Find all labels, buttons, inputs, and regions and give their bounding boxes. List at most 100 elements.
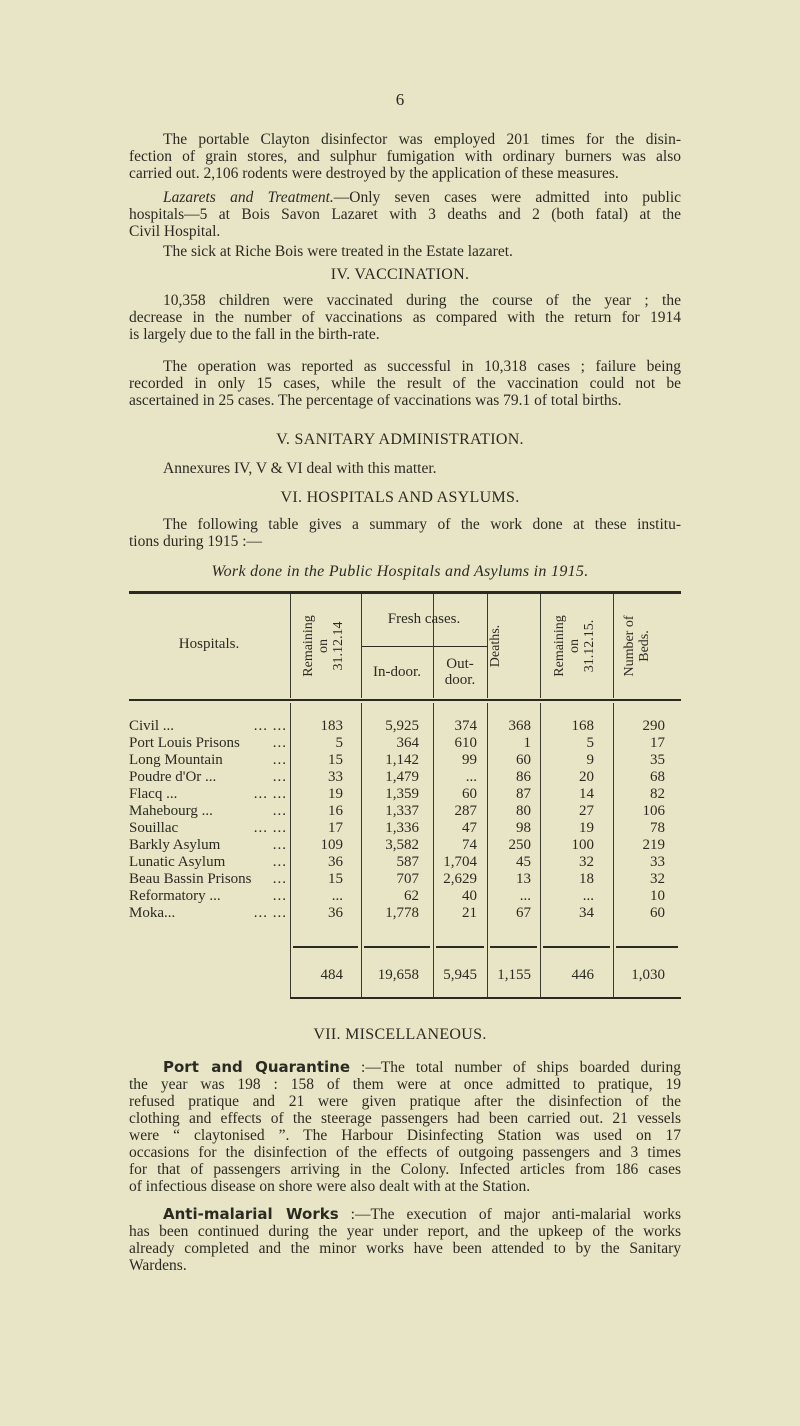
text-line: already completed and the minor works ha… bbox=[129, 1240, 681, 1257]
hospital-name-cell: Souillac ... ... bbox=[129, 820, 287, 837]
header-line: Remaining bbox=[552, 615, 567, 677]
cell-remaining-end: 18 bbox=[579, 871, 594, 887]
hospital-name-cell: Reformatory ...... bbox=[129, 888, 287, 905]
cell-outdoor: 40 bbox=[462, 888, 477, 904]
cell-indoor: 62 bbox=[404, 888, 419, 904]
paragraph-vaccination: 10,358 children were vaccinated during t… bbox=[129, 292, 681, 343]
text-line: fection of grain stores, and sulphur fum… bbox=[129, 148, 681, 165]
cell-deaths: ... bbox=[519, 888, 531, 904]
line-text: hospitals—5 at Bois Savon Lazaret with 3… bbox=[129, 206, 681, 223]
cell-indoor: 1,336 bbox=[385, 820, 419, 836]
run-in-heading: Anti-malarial Works bbox=[163, 1205, 339, 1223]
cell-beds: 35 bbox=[650, 752, 665, 768]
cell-beds: 290 bbox=[642, 718, 666, 734]
line-text: recorded in only 15 cases, while the res… bbox=[129, 375, 681, 392]
text-line: is largely due to the fall in the birth-… bbox=[129, 326, 681, 343]
line-text: fection of grain stores, and sulphur fum… bbox=[129, 148, 681, 165]
cell-beds: 32 bbox=[650, 871, 665, 887]
line-text: —Only seven cases were admitted into pub… bbox=[333, 189, 681, 206]
line-text: 10,358 children were vaccinated during t… bbox=[163, 292, 681, 309]
text-line: The portable Clayton disinfector was emp… bbox=[129, 131, 681, 148]
cell-remaining-start: 19 bbox=[328, 786, 343, 802]
cell-deaths: 86 bbox=[516, 769, 531, 785]
run-in-heading: Lazarets and Treatment. bbox=[163, 189, 334, 206]
text-line: decrease in the number of vaccinations a… bbox=[129, 309, 681, 326]
column-divider bbox=[361, 703, 362, 998]
hospital-name-cell: Port Louis Prisons... bbox=[129, 735, 287, 752]
dot-leader: ... bbox=[272, 837, 287, 853]
cell-remaining-start: 36 bbox=[328, 854, 343, 870]
cell-beds: 17 bbox=[650, 735, 665, 751]
column-divider bbox=[487, 594, 488, 698]
text-line: ascertained in 25 cases. The percentage … bbox=[129, 392, 681, 409]
line-text: The sick at Riche Bois were treated in t… bbox=[163, 243, 513, 260]
header-indoor: In-door. bbox=[373, 664, 421, 680]
cell-remaining-end: 168 bbox=[571, 718, 595, 734]
line-text: Wardens. bbox=[129, 1257, 187, 1274]
header-line: Deaths. bbox=[488, 624, 503, 668]
cell-remaining-start: 15 bbox=[328, 752, 343, 768]
text-line: hospitals—5 at Bois Savon Lazaret with 3… bbox=[129, 206, 681, 223]
fresh-cases-rule bbox=[361, 646, 487, 647]
table-top-rule bbox=[129, 591, 681, 594]
cell-outdoor: 2,629 bbox=[443, 871, 477, 887]
column-divider bbox=[290, 594, 291, 698]
cell-indoor: 1,479 bbox=[385, 769, 419, 785]
hospital-name-cell: Long Mountain... bbox=[129, 752, 287, 769]
header-hospitals: Hospitals. bbox=[178, 636, 240, 652]
paragraph-port-quarantine: Port and Quarantine :—The total number o… bbox=[129, 1058, 681, 1196]
cell-indoor: 364 bbox=[396, 735, 420, 751]
text-line: Wardens. bbox=[129, 1257, 681, 1274]
column-divider bbox=[290, 703, 291, 998]
cell-outdoor: 47 bbox=[462, 820, 477, 836]
cell-outdoor: 287 bbox=[454, 803, 478, 819]
cell-remaining-end: 27 bbox=[579, 803, 594, 819]
line-text: The operation was reported as successful… bbox=[163, 358, 681, 375]
header-line: 31.12.15. bbox=[582, 619, 597, 673]
paragraph-lazarets: Lazarets and Treatment.—Only seven cases… bbox=[129, 189, 681, 240]
cell-remaining-end: 5 bbox=[586, 735, 595, 751]
cell-remaining-start: 16 bbox=[328, 803, 343, 819]
hospital-name-cell: Beau Bassin Prisons... bbox=[129, 871, 287, 888]
line-text: were “ claytonised ”. The Harbour Disinf… bbox=[129, 1127, 681, 1144]
header-line: 31.12.14 bbox=[331, 621, 346, 671]
totals-rule bbox=[490, 946, 537, 948]
totals-rule bbox=[616, 946, 678, 948]
hospital-name-cell: Poudre d'Or ...... bbox=[129, 769, 287, 786]
hospital-name-cell: Lunatic Asylum... bbox=[129, 854, 287, 871]
text-line: occasions for the disinfection of the ef… bbox=[129, 1144, 681, 1161]
total-remaining-start: 484 bbox=[320, 967, 344, 983]
line-text: carried out. 2,106 rodents were destroye… bbox=[129, 165, 619, 182]
cell-deaths: 98 bbox=[516, 820, 531, 836]
column-divider bbox=[361, 594, 362, 698]
line-text: has been continued during the year under… bbox=[129, 1223, 681, 1240]
cell-remaining-start: 183 bbox=[320, 718, 344, 734]
header-beds: Number of Beds. bbox=[622, 596, 672, 696]
line-text: occasions for the disinfection of the ef… bbox=[129, 1144, 681, 1161]
column-divider bbox=[540, 703, 541, 998]
line-text: :—The total number of ships boarded duri… bbox=[350, 1059, 681, 1076]
cell-remaining-end: 100 bbox=[571, 837, 595, 853]
text-line: refused pratique and 21 were given prati… bbox=[129, 1093, 681, 1110]
cell-outdoor: 60 bbox=[462, 786, 477, 802]
hospital-name: Flacq ... bbox=[129, 786, 178, 802]
total-indoor: 19,658 bbox=[377, 967, 419, 983]
cell-indoor: 1,142 bbox=[385, 752, 419, 768]
cell-remaining-start: 15 bbox=[328, 871, 343, 887]
cell-outdoor: 21 bbox=[462, 905, 477, 921]
cell-remaining-end: 32 bbox=[579, 854, 594, 870]
line-text: of infectious disease on shore were also… bbox=[129, 1178, 531, 1195]
cell-beds: 10 bbox=[650, 888, 665, 904]
dot-leader: ... bbox=[272, 803, 287, 819]
text-line: the year was 198 : 158 of them were at o… bbox=[129, 1076, 681, 1093]
run-in-heading: Port and Quarantine bbox=[163, 1058, 351, 1076]
cell-remaining-end: 9 bbox=[586, 752, 595, 768]
hospital-name: Barkly Asylum bbox=[129, 837, 221, 853]
cell-outdoor: ... bbox=[465, 769, 477, 785]
line-text: The portable Clayton disinfector was emp… bbox=[163, 131, 681, 148]
header-line: Beds. bbox=[637, 630, 652, 662]
hospital-name: Souillac bbox=[129, 820, 179, 836]
dot-leader: ... bbox=[272, 871, 287, 887]
text-line: carried out. 2,106 rodents were destroye… bbox=[129, 165, 681, 182]
totals-rule bbox=[436, 946, 484, 948]
